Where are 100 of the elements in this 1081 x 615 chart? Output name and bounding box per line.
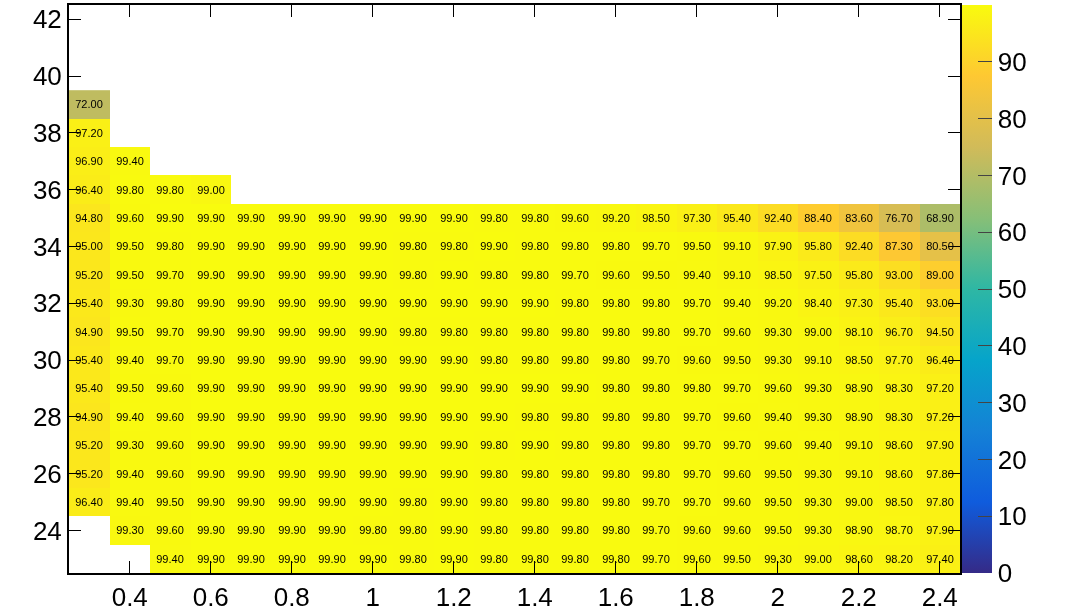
data-label: 99.20	[764, 296, 792, 309]
x-tick-label: 1.8	[678, 582, 715, 613]
data-label: 99.90	[318, 268, 346, 281]
data-label: 99.90	[480, 410, 508, 423]
data-label: 99.80	[156, 239, 184, 252]
data-label: 96.90	[75, 154, 103, 167]
data-label: 99.80	[399, 239, 427, 252]
data-label: 99.80	[561, 523, 589, 536]
data-label: 99.90	[278, 552, 306, 565]
data-label: 99.70	[683, 296, 711, 309]
data-label: 96.40	[926, 353, 954, 366]
data-label: 98.90	[845, 410, 873, 423]
data-label: 99.10	[723, 239, 751, 252]
data-label: 80.50	[926, 239, 954, 252]
data-label: 99.90	[197, 495, 225, 508]
data-label: 98.60	[885, 467, 913, 480]
data-label: 99.80	[561, 410, 589, 423]
data-label: 97.80	[926, 495, 954, 508]
data-label: 99.80	[359, 523, 387, 536]
data-label: 99.90	[237, 410, 265, 423]
data-label: 99.60	[156, 410, 184, 423]
data-label: 99.70	[156, 325, 184, 338]
data-label: 99.70	[156, 353, 184, 366]
data-label: 99.80	[642, 325, 670, 338]
data-label: 99.30	[804, 495, 832, 508]
data-label: 92.40	[764, 211, 792, 224]
data-label: 99.90	[521, 438, 549, 451]
data-label: 99.90	[359, 211, 387, 224]
data-label: 99.50	[764, 467, 792, 480]
data-label: 99.20	[602, 211, 630, 224]
data-label: 96.40	[75, 183, 103, 196]
data-label: 94.90	[75, 325, 103, 338]
data-label: 99.90	[237, 211, 265, 224]
data-label: 99.90	[197, 410, 225, 423]
y-tick-label: 36	[32, 174, 62, 205]
data-label: 99.90	[197, 438, 225, 451]
data-label: 99.60	[602, 268, 630, 281]
y-tick-label: 42	[32, 4, 62, 35]
data-label: 99.90	[197, 211, 225, 224]
data-label: 99.80	[602, 438, 630, 451]
color-bar-label: 50	[997, 274, 1027, 305]
data-label: 94.50	[926, 325, 954, 338]
data-label: 96.70	[885, 325, 913, 338]
data-label: 99.90	[237, 296, 265, 309]
data-label: 99.60	[156, 381, 184, 394]
data-label: 98.10	[845, 325, 873, 338]
x-tick-label: 2	[770, 582, 785, 613]
data-label: 96.40	[75, 495, 103, 508]
data-label: 99.90	[237, 239, 265, 252]
data-label: 99.50	[116, 325, 144, 338]
color-bar-label: 60	[997, 217, 1027, 248]
data-label: 99.90	[318, 325, 346, 338]
color-bar-label: 70	[997, 160, 1027, 191]
x-tick-label: 1.2	[435, 582, 472, 613]
data-label: 99.40	[116, 467, 144, 480]
data-label: 99.60	[561, 211, 589, 224]
data-label: 99.60	[764, 381, 792, 394]
data-label: 99.90	[318, 296, 346, 309]
data-label: 99.90	[399, 467, 427, 480]
data-label: 88.40	[804, 211, 832, 224]
data-label: 99.70	[642, 353, 670, 366]
data-label: 97.20	[926, 410, 954, 423]
data-label: 99.00	[197, 183, 225, 196]
data-label: 99.80	[602, 239, 630, 252]
data-label: 95.40	[75, 381, 103, 394]
x-tick-label: 1.6	[597, 582, 634, 613]
data-label: 99.10	[845, 467, 873, 480]
data-label: 98.60	[885, 438, 913, 451]
data-label: 99.90	[440, 268, 468, 281]
data-label: 99.90	[440, 410, 468, 423]
data-label: 99.80	[602, 495, 630, 508]
data-label: 99.40	[116, 495, 144, 508]
data-label: 97.30	[683, 211, 711, 224]
data-label: 99.90	[237, 495, 265, 508]
data-label: 99.80	[440, 325, 468, 338]
data-label: 99.90	[359, 381, 387, 394]
data-label: 68.90	[926, 211, 954, 224]
data-label: 99.90	[440, 495, 468, 508]
data-label: 98.50	[764, 268, 792, 281]
data-label: 99.50	[723, 353, 751, 366]
data-label: 99.90	[237, 325, 265, 338]
data-label: 99.90	[440, 353, 468, 366]
data-label: 99.80	[521, 552, 549, 565]
data-label: 99.90	[278, 239, 306, 252]
data-label: 99.90	[399, 353, 427, 366]
data-label: 99.90	[440, 552, 468, 565]
data-label: 99.90	[197, 353, 225, 366]
data-label: 99.90	[197, 325, 225, 338]
data-label: 99.90	[521, 296, 549, 309]
data-label: 99.10	[845, 438, 873, 451]
data-label: 99.90	[318, 467, 346, 480]
data-label: 99.50	[116, 268, 144, 281]
x-tick-label: 0.8	[273, 582, 310, 613]
data-label: 99.40	[764, 410, 792, 423]
data-label: 99.40	[683, 268, 711, 281]
data-label: 99.80	[561, 495, 589, 508]
data-label: 97.50	[804, 268, 832, 281]
data-label: 99.30	[764, 353, 792, 366]
color-bar-label: 10	[997, 501, 1027, 532]
data-label: 99.60	[156, 438, 184, 451]
